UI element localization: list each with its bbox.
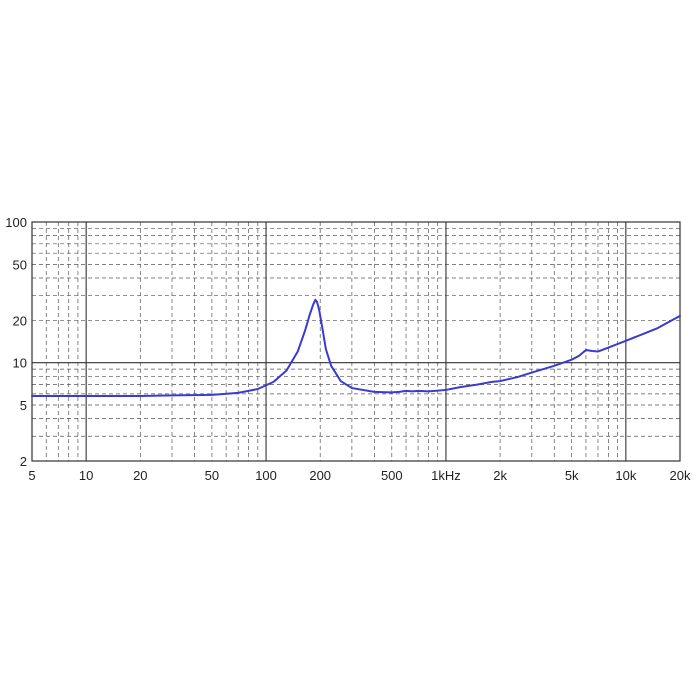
minor-grid xyxy=(31,222,681,462)
x-tick-label: 50 xyxy=(205,468,219,483)
y-tick-label: 100 xyxy=(5,215,27,230)
x-tick-label: 100 xyxy=(255,468,277,483)
x-tick-label: 5 xyxy=(28,468,35,483)
y-tick-label: 2 xyxy=(20,454,27,469)
x-tick-label: 10 xyxy=(79,468,93,483)
x-tick-label: 200 xyxy=(309,468,331,483)
impedance-curve xyxy=(31,298,681,397)
x-tick-label: 20 xyxy=(133,468,147,483)
x-tick-label: 20k xyxy=(670,468,691,483)
y-tick-label: 50 xyxy=(13,257,27,272)
x-tick-label: 2k xyxy=(493,468,507,483)
y-tick-label: 5 xyxy=(20,398,27,413)
x-axis-ticks: 5 10 20 50 100 200 500 1kHz 2k 5k 10k 20k xyxy=(28,468,691,483)
y-axis-ticks: 100 50 20 10 5 2 xyxy=(5,215,27,469)
plot-frame xyxy=(31,221,681,462)
x-tick-label: 500 xyxy=(381,468,403,483)
x-tick-label: 5k xyxy=(565,468,579,483)
x-tick-label: 10k xyxy=(615,468,636,483)
x-tick-label: 1kHz xyxy=(431,468,461,483)
y-tick-label: 10 xyxy=(13,356,27,371)
y-tick-label: 20 xyxy=(13,313,27,328)
series-layer xyxy=(31,298,681,397)
